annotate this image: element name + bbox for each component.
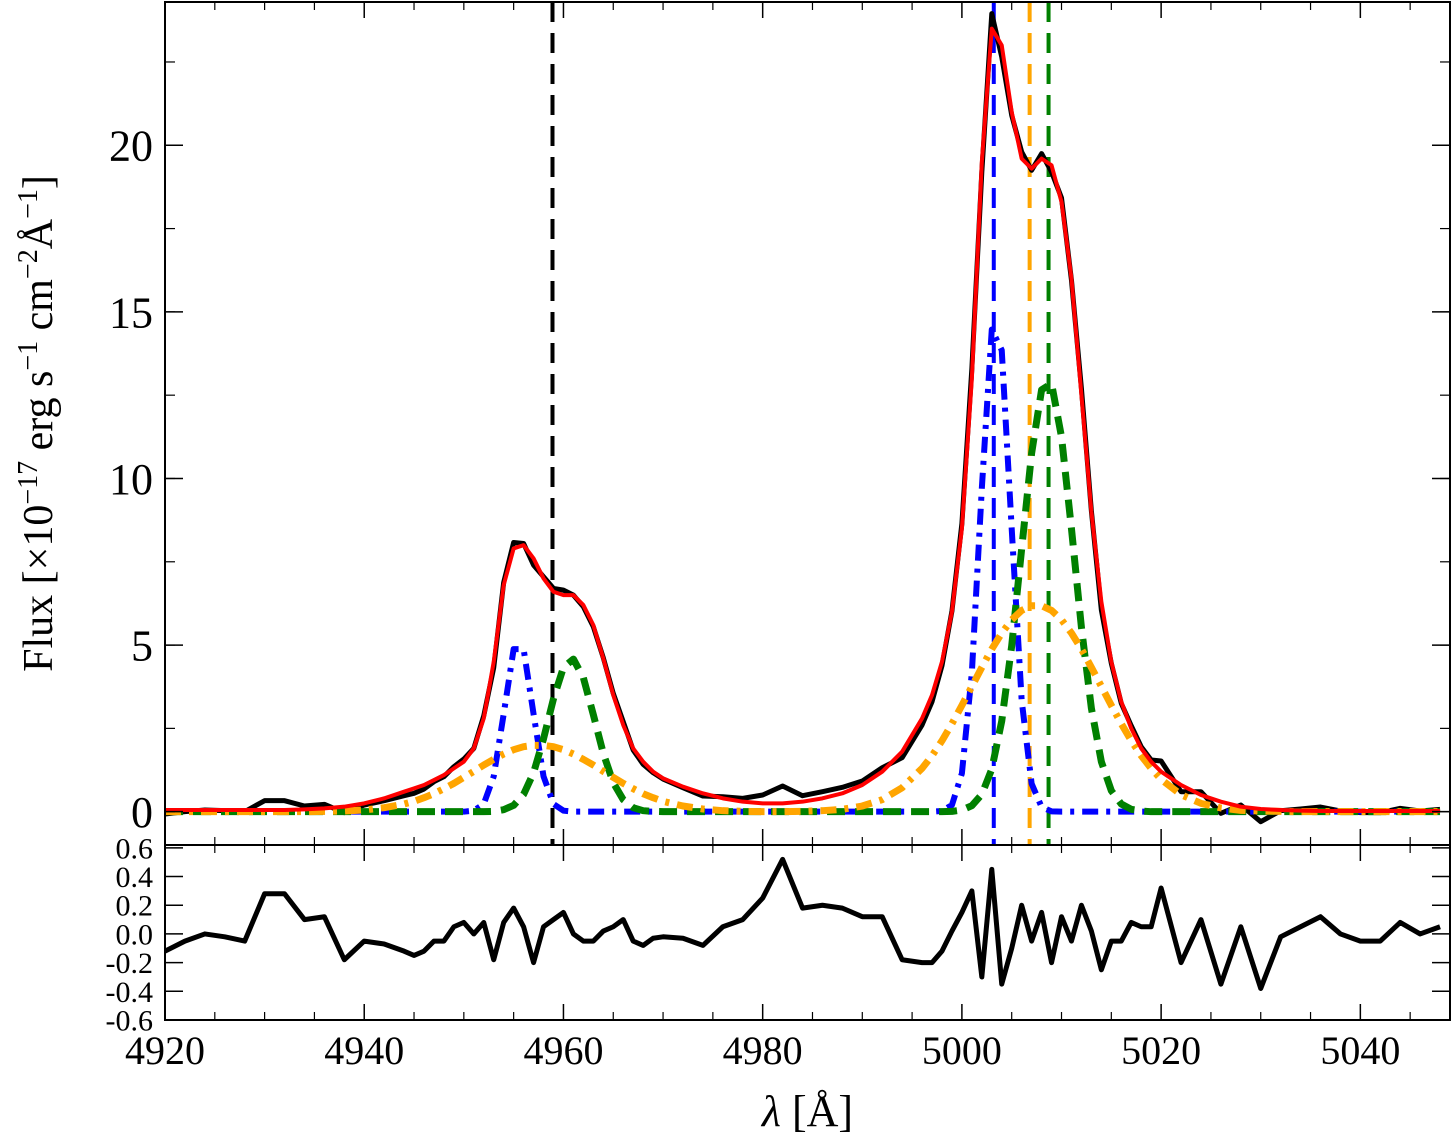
x-axis-label-part: λ — [760, 1087, 781, 1135]
plot-area — [165, 2, 1441, 845]
y-tick-label: 0.6 — [116, 832, 154, 865]
y-axis-label-part: Flux [×10 — [16, 505, 62, 672]
series-line — [165, 326, 1441, 815]
y-tick-label: 0.0 — [116, 918, 154, 951]
y-tick-label: -0.2 — [106, 947, 154, 980]
series-line — [165, 380, 1441, 816]
x-axis-label: λ [Å] — [760, 1087, 853, 1135]
y-axis-label-part: −1 — [13, 189, 44, 219]
series-line — [165, 11, 1441, 825]
panel: 4920 4940 4960 4980 5000 5020 5040 0.60.40.20.0… — [106, 832, 1451, 1135]
y-axis-label-part: Å — [16, 218, 62, 249]
x-tick-label: 4920 — [125, 1028, 205, 1073]
y-axis-label-part: ] — [16, 175, 62, 189]
y-tick-label: 20 — [109, 122, 153, 171]
series-line — [165, 602, 1441, 816]
y-tick-label: -0.6 — [106, 1005, 154, 1038]
y-tick-label: 0.2 — [116, 890, 154, 923]
y-axis-label-part: −17 — [13, 461, 44, 505]
x-tick-label: 4940 — [324, 1028, 404, 1073]
y-axis-label-part: −2 — [13, 249, 44, 279]
frame — [164, 1, 1451, 846]
y-axis-label-part: −1 — [13, 341, 44, 371]
y-tick-label: 5 — [131, 621, 153, 670]
y-tick-label: -0.4 — [106, 976, 154, 1009]
x-tick-label: 4960 — [523, 1028, 603, 1073]
y-axis-label-part: cm — [16, 279, 62, 341]
frame — [164, 844, 1451, 1021]
x-tick-label: 5000 — [922, 1028, 1002, 1073]
x-tick-label: 4980 — [723, 1028, 803, 1073]
y-tick-label: 0.4 — [116, 861, 154, 894]
series-line — [165, 856, 1441, 991]
x-tick-label: 5040 — [1320, 1028, 1400, 1073]
plot-area — [165, 856, 1441, 991]
x-axis-label-part: [Å] — [781, 1087, 853, 1135]
y-tick-label: 0 — [131, 788, 153, 837]
y-tick-label: 15 — [109, 288, 153, 337]
y-axis-label-part: erg s — [16, 371, 62, 461]
y-axis-label: Flux [×10−17 erg s−1 cm−2Å−1] — [13, 175, 63, 672]
y-tick-label: 10 — [109, 455, 153, 504]
series-line — [165, 26, 1441, 814]
x-tick-label: 5020 — [1121, 1028, 1201, 1073]
